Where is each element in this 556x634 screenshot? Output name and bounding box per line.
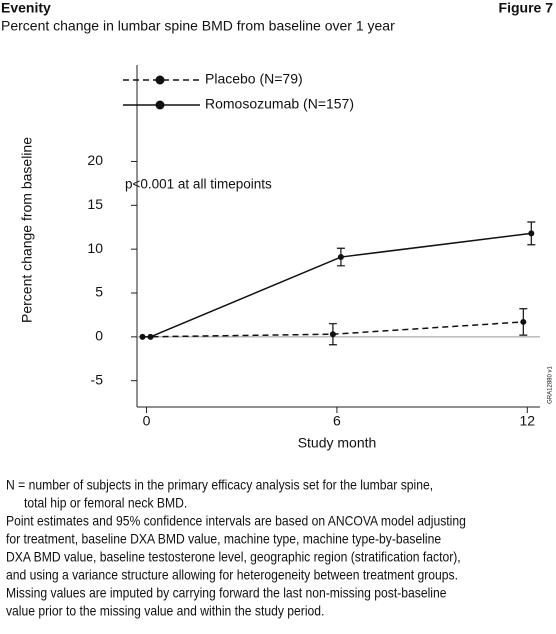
legend-marker — [155, 75, 165, 85]
figure-label: Figure 7 — [499, 0, 554, 16]
point — [528, 230, 535, 237]
y-tick-label: 5 — [95, 284, 103, 300]
brand: Evenity — [1, 0, 51, 16]
point — [329, 331, 336, 338]
footnote-line: DXA BMD value, baseline testosterone lev… — [6, 549, 461, 565]
y-tick-label: 20 — [87, 152, 103, 168]
y-tick-label: 0 — [95, 328, 103, 344]
footnote-line: Point estimates and 95% confidence inter… — [6, 513, 466, 529]
point — [520, 318, 527, 325]
point — [337, 254, 344, 261]
y-tick-label: 10 — [87, 240, 103, 256]
y-axis-label: Percent change from baseline — [19, 137, 35, 323]
footnote-line: total hip or femoral neck BMD. — [24, 495, 187, 511]
chart-title: Percent change in lumbar spine BMD from … — [1, 18, 395, 34]
legend-marker — [155, 100, 165, 110]
figure-code: GRA12880 v1 — [548, 365, 554, 403]
footnote-line: N = number of subjects in the primary ef… — [6, 477, 433, 493]
x-tick-label: 12 — [520, 413, 536, 429]
legend-label: Romosozumab (N=157) — [205, 96, 354, 112]
footnotes: N = number of subjects in the primary ef… — [6, 477, 466, 619]
footnote-line: for treatment, baseline DXA BMD value, m… — [6, 531, 441, 547]
annotation: p<0.001 at all timepoints — [125, 177, 272, 192]
footnote-line: and using a variance structure allowing … — [6, 567, 458, 583]
y-tick-label: 15 — [87, 196, 103, 212]
point — [139, 333, 146, 340]
y-tick-label: -5 — [91, 371, 104, 387]
point — [147, 333, 154, 340]
footnote-line: value prior to the missing value and wit… — [6, 603, 324, 619]
footnote-line: Missing values are imputed by carrying f… — [6, 585, 446, 601]
x-tick-label: 6 — [333, 413, 341, 429]
x-axis-label: Study month — [298, 435, 377, 451]
x-tick-label: 0 — [143, 413, 151, 429]
legend-label: Placebo (N=79) — [205, 71, 303, 87]
